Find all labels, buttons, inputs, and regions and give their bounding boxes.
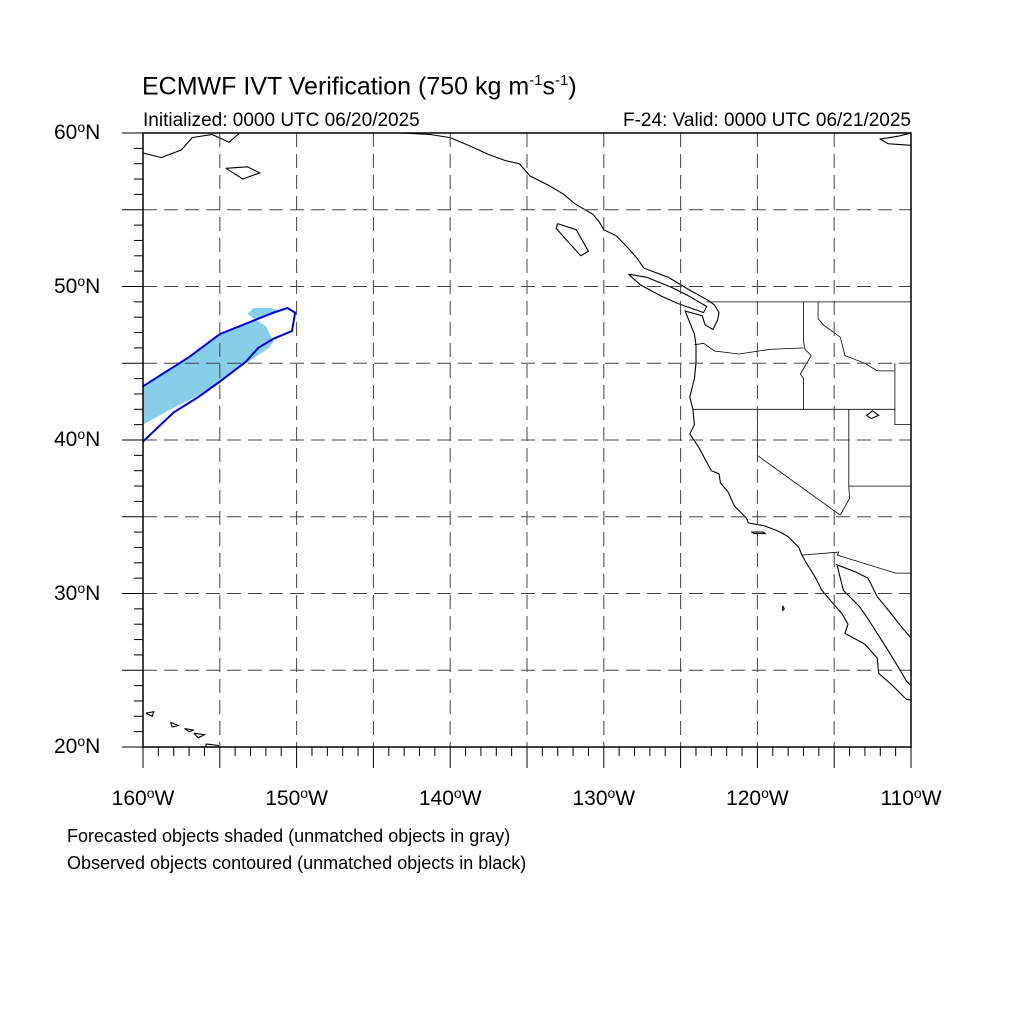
ivt-objects-layer — [143, 306, 297, 443]
lon-label-140: 140oW — [418, 785, 482, 810]
lon-label-160: 160oW — [111, 785, 175, 810]
coastline-kodiak — [225, 166, 262, 180]
coastline-great-salt-lake — [865, 410, 880, 420]
lat-label-20: 20oN — [54, 733, 101, 758]
coastline-alaska-mainland — [143, 133, 911, 701]
border-wyoming-west — [894, 363, 911, 426]
border-us-mexico — [801, 551, 911, 574]
observed-caption: Observed objects contoured (unmatched ob… — [67, 853, 527, 873]
axis-ticks-layer — [122, 132, 912, 768]
coastline-baja-east — [836, 565, 911, 686]
initialized-time: Initialized: 0000 UTC 06/20/2025 — [143, 110, 420, 131]
coastline-layer — [143, 133, 911, 747]
lat-label-50: 50oN — [54, 272, 101, 298]
coastline-hawaii-molokai — [184, 728, 194, 733]
valid-time: F-24: Valid: 0000 UTC 06/21/2025 — [623, 110, 911, 131]
coastline-vancouver-island — [628, 273, 708, 314]
lat-label-30: 30oN — [54, 579, 101, 605]
border-wa-id-oregon-id — [799, 301, 812, 410]
coastline-hawaii-kauai — [145, 710, 155, 718]
coastline-hawaii-big — [205, 743, 220, 747]
lon-label-120: 120oW — [726, 785, 789, 810]
lon-label-150: 150oW — [265, 785, 328, 810]
coastline-sonora-coast — [835, 563, 911, 639]
coastline-guadalupe — [782, 605, 785, 612]
border-oregon-north — [694, 342, 804, 355]
border-ca-nevada — [757, 409, 841, 516]
lon-label-130: 130oW — [572, 785, 636, 810]
graticule-layer — [143, 133, 911, 747]
coastline-hawaii-maui — [193, 732, 207, 739]
border-idaho-montana — [817, 301, 895, 372]
coastline-channel-islands — [751, 531, 767, 535]
observed-object-contour — [143, 306, 297, 443]
lat-label-40: 40oN — [54, 426, 101, 451]
coastline-hawaii-oahu — [170, 721, 181, 728]
forecast-object-shaded — [143, 308, 282, 425]
lat-label-60: 60oN — [54, 119, 101, 144]
forecast-caption: Forecasted objects shaded (unmatched obj… — [67, 826, 511, 846]
coastline-haida-gwaii — [555, 223, 590, 257]
map-frame — [142, 132, 912, 748]
border-nevada-utah — [839, 409, 851, 516]
chart-title: ECMWF IVT Verification (750 kg m-1s-1) — [142, 72, 577, 101]
political-borders-layer — [692, 301, 911, 574]
coastline-hudson-northeast — [878, 133, 911, 146]
lon-label-110: 110oW — [880, 785, 942, 810]
